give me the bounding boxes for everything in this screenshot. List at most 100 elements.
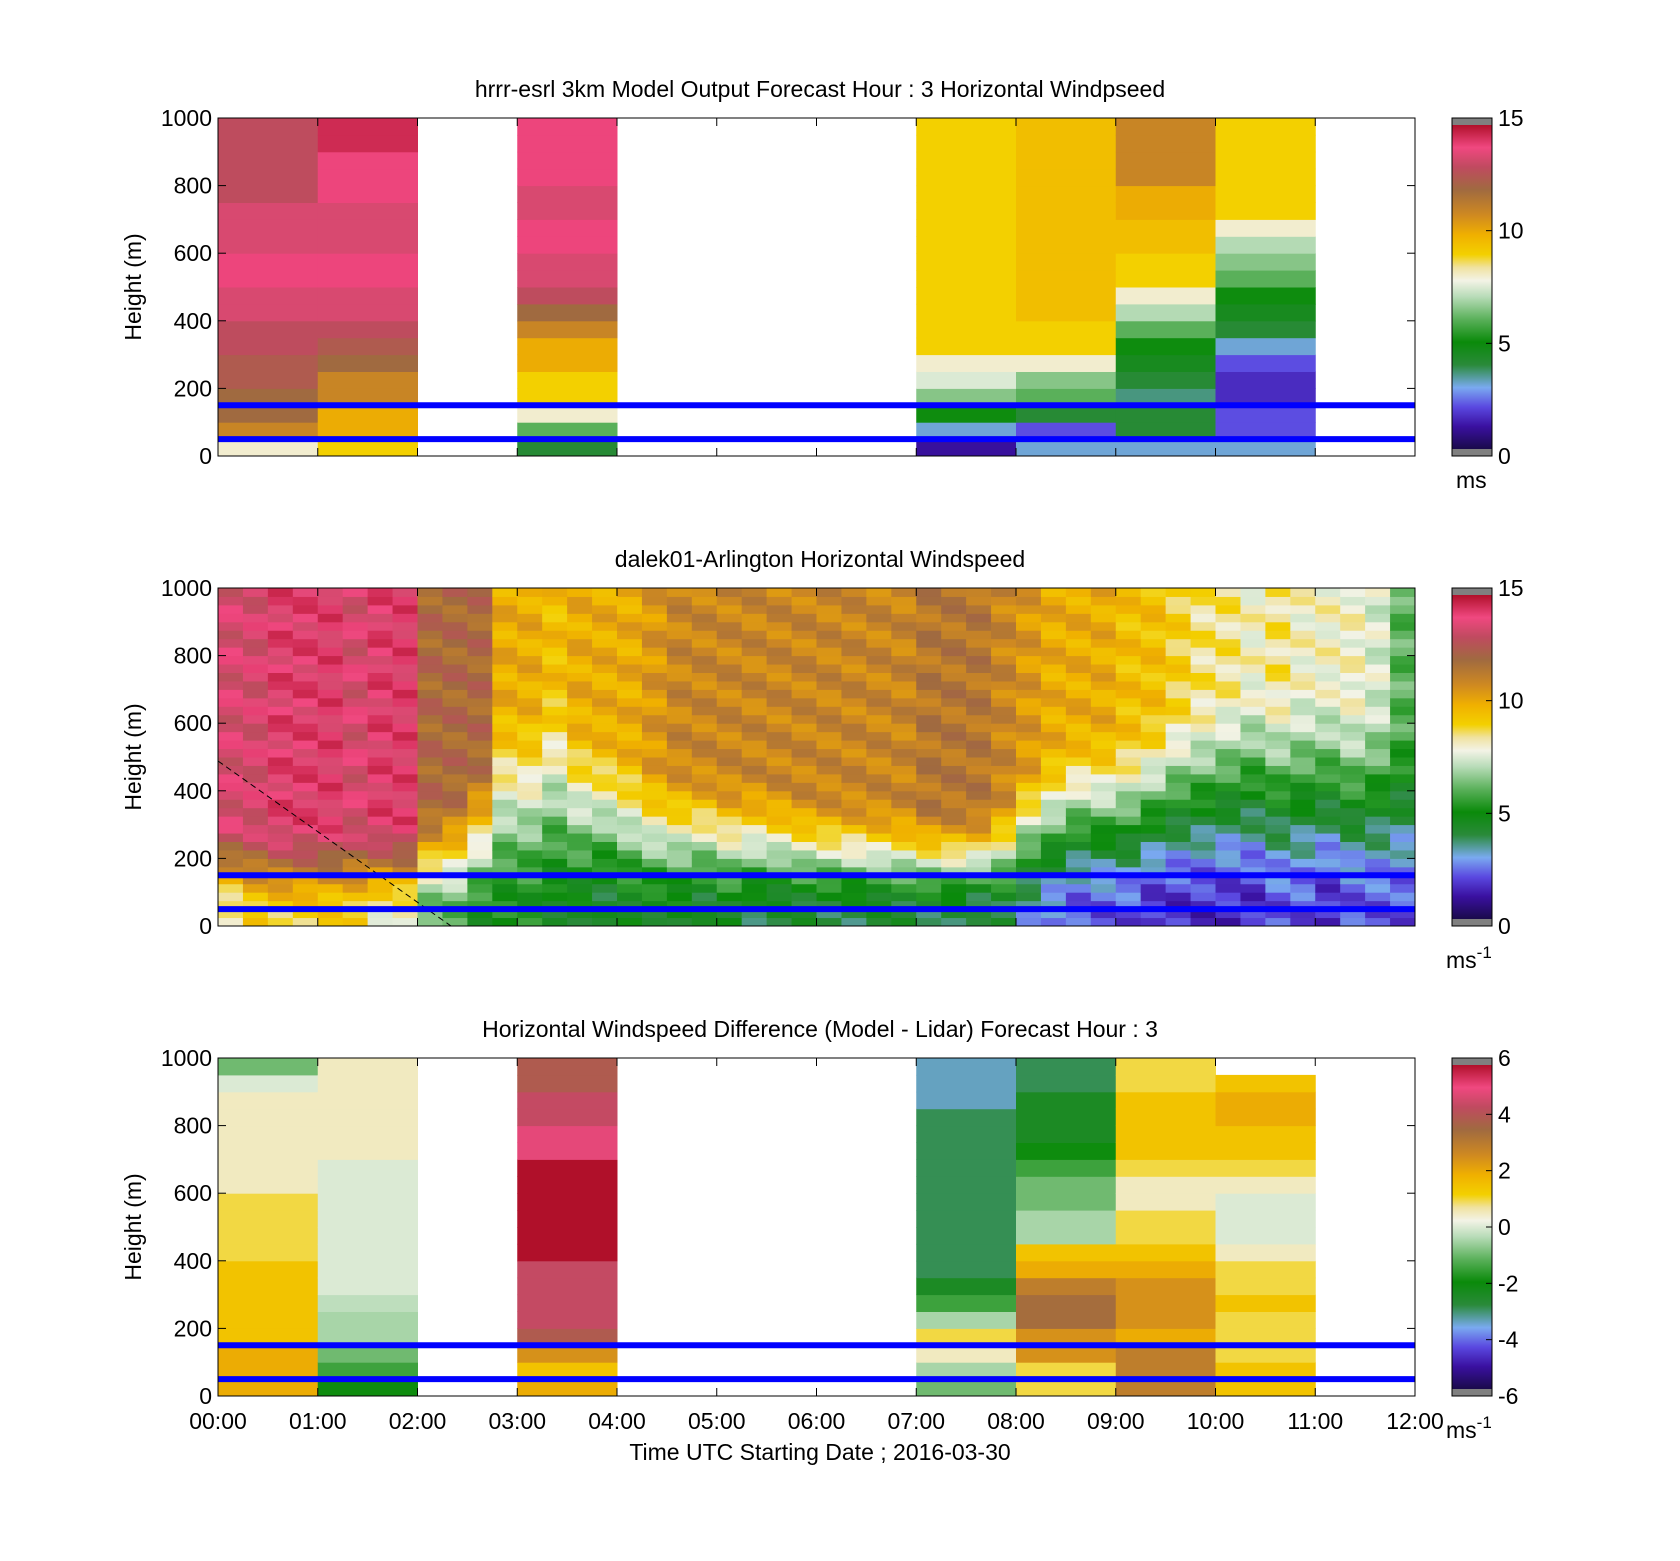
heatmap-cell — [641, 680, 668, 690]
heatmap-cell — [1140, 596, 1167, 606]
heatmap-cell — [218, 1210, 319, 1228]
heatmap-cell — [716, 773, 743, 783]
heatmap-cell — [741, 672, 768, 682]
panel-model-reference-lines — [218, 402, 1415, 443]
heatmap-cell — [666, 748, 693, 758]
heatmap-cell — [542, 841, 568, 851]
heatmap-cell — [1240, 900, 1266, 910]
heatmap-cell — [467, 680, 493, 690]
heatmap-cell — [1065, 672, 1092, 682]
heatmap-cell — [1390, 604, 1416, 614]
heatmap-cell — [816, 630, 842, 640]
heatmap-cell — [292, 588, 319, 597]
heatmap-cell — [1016, 917, 1042, 927]
heatmap-cell — [666, 731, 693, 741]
heatmap-cell — [442, 647, 468, 657]
heatmap-cell — [1016, 799, 1042, 809]
heatmap-cell — [617, 714, 643, 724]
heatmap-cell — [1140, 807, 1167, 817]
heatmap-cell — [467, 807, 493, 817]
heatmap-cell — [1040, 664, 1067, 673]
heatmap-cell — [1190, 875, 1216, 885]
heatmap-cell — [791, 664, 817, 673]
heatmap-cell — [367, 790, 394, 800]
heatmap-cell — [641, 596, 668, 606]
heatmap-cell — [791, 731, 817, 741]
heatmap-cell — [442, 596, 468, 606]
heatmap-cell — [1165, 596, 1192, 606]
heatmap-cell — [442, 875, 468, 885]
heatmap-cell — [567, 697, 593, 707]
heatmap-cell — [218, 1142, 319, 1160]
heatmap-cell — [367, 748, 394, 758]
heatmap-cell — [317, 773, 344, 783]
heatmap-cell — [666, 613, 693, 623]
heatmap-cell — [766, 858, 793, 868]
heatmap-cell — [417, 875, 443, 885]
heatmap-cell — [567, 816, 593, 826]
panel-model-title: hrrr-esrl 3km Model Output Forecast Hour… — [475, 76, 1165, 102]
heatmap-cell — [517, 270, 618, 288]
heatmap-cell — [1290, 621, 1316, 631]
heatmap-cell — [617, 799, 643, 809]
heatmap-cell — [791, 849, 817, 859]
heatmap-cell — [841, 849, 867, 859]
heatmap-cell — [1115, 655, 1142, 665]
heatmap-cell — [816, 706, 842, 716]
heatmap-cell — [666, 841, 693, 851]
heatmap-cell — [467, 604, 493, 614]
heatmap-cell — [1315, 596, 1341, 606]
heatmap-cell — [1040, 740, 1067, 750]
heatmap-cell — [866, 909, 892, 919]
heatmap-cell — [991, 833, 1017, 842]
heatmap-cell — [1190, 680, 1216, 690]
heatmap-cell — [1016, 816, 1042, 826]
heatmap-cell — [841, 790, 867, 800]
heatmap-cell — [392, 604, 418, 614]
heatmap-cell — [467, 740, 493, 750]
heatmap-cell — [1390, 833, 1416, 842]
heatmap-cell — [417, 816, 443, 826]
heatmap-cell — [1016, 1227, 1117, 1245]
heatmap-cell — [267, 664, 294, 673]
heatmap-cell — [916, 1074, 1017, 1093]
y-tick-label: 1000 — [161, 575, 212, 601]
heatmap-cell — [941, 655, 967, 665]
heatmap-cell — [617, 883, 643, 893]
heatmap-cell — [218, 219, 319, 237]
heatmap-cell — [542, 757, 568, 766]
heatmap-cell — [1240, 621, 1266, 631]
heatmap-cell — [517, 1210, 618, 1228]
heatmap-cell — [1016, 219, 1117, 237]
heatmap-cell — [1365, 883, 1391, 893]
heatmap-cell — [1365, 638, 1391, 648]
heatmap-cell — [1115, 1328, 1216, 1346]
heatmap-cell — [966, 672, 992, 682]
heatmap-cell — [417, 807, 443, 817]
heatmap-cell — [1090, 841, 1117, 851]
heatmap-cell — [342, 866, 369, 876]
heatmap-cell — [841, 757, 867, 766]
heatmap-cell — [492, 841, 518, 851]
heatmap-cell — [1265, 680, 1291, 690]
heatmap-cell — [1165, 723, 1192, 733]
heatmap-cell — [617, 680, 643, 690]
heatmap-cell — [1065, 588, 1092, 597]
heatmap-cell — [492, 672, 518, 682]
heatmap-cell — [891, 765, 917, 775]
heatmap-cell — [467, 790, 493, 800]
heatmap-cell — [641, 833, 668, 842]
heatmap-cell — [1040, 723, 1067, 733]
heatmap-cell — [1290, 833, 1316, 842]
heatmap-cell — [1365, 773, 1391, 783]
heatmap-cell — [1315, 588, 1341, 597]
heatmap-cell — [1016, 1091, 1117, 1110]
heatmap-cell — [517, 807, 543, 817]
heatmap-cell — [866, 731, 892, 741]
heatmap-cell — [966, 740, 992, 750]
heatmap-cell — [592, 740, 618, 750]
heatmap-cell — [1140, 630, 1167, 640]
heatmap-cell — [1065, 917, 1092, 927]
